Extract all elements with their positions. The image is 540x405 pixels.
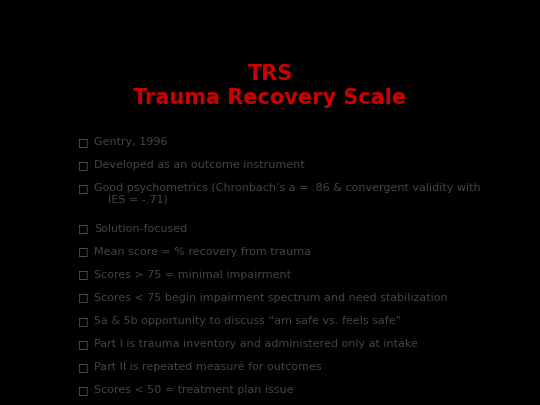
Text: □: □ <box>78 270 89 279</box>
Text: □: □ <box>78 316 89 326</box>
Text: □: □ <box>78 247 89 257</box>
Text: Scores < 75 begin impairment spectrum and need stabilization: Scores < 75 begin impairment spectrum an… <box>94 293 448 303</box>
Text: Part II is repeated measure for outcomes: Part II is repeated measure for outcomes <box>94 362 322 372</box>
Text: Developed as an outcome instrument: Developed as an outcome instrument <box>94 160 305 170</box>
Text: □: □ <box>78 183 89 193</box>
Text: □: □ <box>78 160 89 170</box>
Text: □: □ <box>78 362 89 372</box>
Text: □: □ <box>78 385 89 395</box>
Text: Gentry, 1996: Gentry, 1996 <box>94 137 168 147</box>
Text: Mean score = % recovery from trauma: Mean score = % recovery from trauma <box>94 247 312 257</box>
Text: Part I is trauma inventory and administered only at intake: Part I is trauma inventory and administe… <box>94 339 419 349</box>
Text: □: □ <box>78 339 89 349</box>
Text: Scores < 50 = treatment plan issue: Scores < 50 = treatment plan issue <box>94 385 294 395</box>
Text: 5a & 5b opportunity to discuss “am safe vs. feels safe”: 5a & 5b opportunity to discuss “am safe … <box>94 316 402 326</box>
Text: Scores > 75 = minimal impairment: Scores > 75 = minimal impairment <box>94 270 292 279</box>
Text: □: □ <box>78 293 89 303</box>
Text: □: □ <box>78 224 89 234</box>
Text: Good psychometrics (Chronbach’s a = .86 & convergent validity with
    IES = -.7: Good psychometrics (Chronbach’s a = .86 … <box>94 183 481 205</box>
Text: □: □ <box>78 137 89 147</box>
Text: TRS
Trauma Recovery Scale: TRS Trauma Recovery Scale <box>133 64 407 109</box>
Text: Solution-focused: Solution-focused <box>94 224 188 234</box>
